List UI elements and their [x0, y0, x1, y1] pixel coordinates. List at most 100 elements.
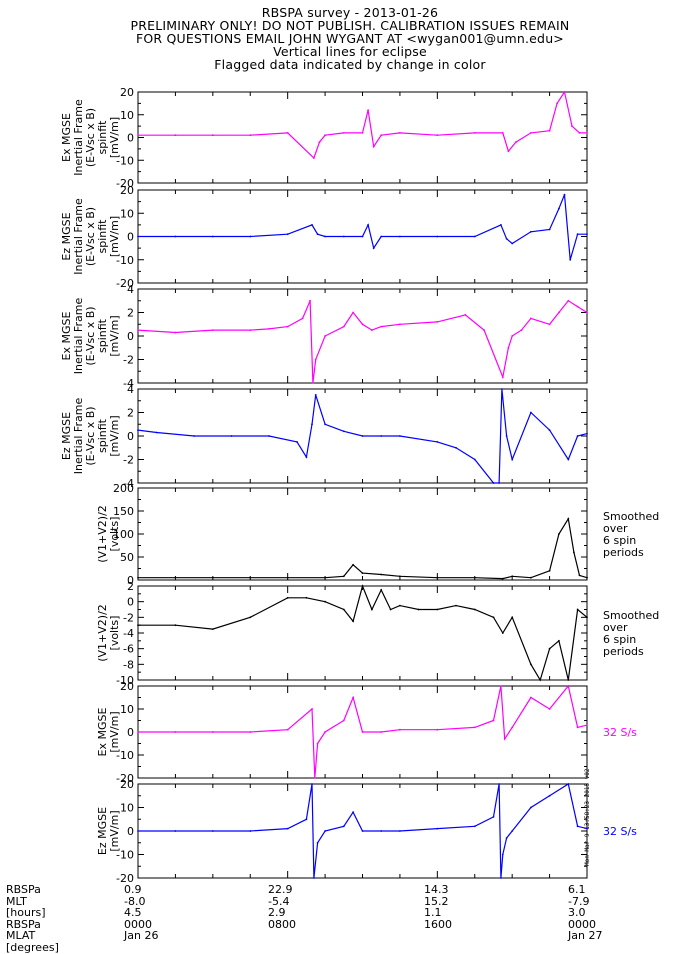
data-point — [586, 827, 588, 830]
y-tick-label: 0 — [127, 596, 134, 609]
data-point — [342, 608, 345, 611]
y-axis-label: spinfit — [96, 318, 109, 353]
data-point — [311, 224, 313, 226]
version-stamp: Mon Mar 9 13:58:23 2015 v02 — [584, 768, 591, 866]
data-point — [342, 575, 345, 578]
data-point — [520, 329, 523, 331]
data-point — [137, 134, 139, 137]
series-line — [138, 90, 587, 160]
data-point — [399, 575, 401, 578]
data-point — [352, 563, 354, 566]
footer-label: [hours] — [6, 906, 46, 920]
data-point — [372, 247, 375, 250]
title-line: RBSPA survey - 2013-01-26 — [261, 5, 439, 20]
data-point — [174, 830, 177, 832]
footer-value: 2.9 — [268, 906, 286, 920]
data-point — [361, 132, 364, 134]
data-point — [530, 411, 532, 414]
panel-frame — [137, 288, 588, 384]
panel-note: periods — [603, 546, 644, 559]
y-axis-label: spinfit — [96, 219, 109, 254]
data-point — [548, 647, 551, 650]
data-point — [436, 576, 439, 579]
data-point — [286, 233, 289, 236]
y-tick-label: -20 — [116, 177, 134, 190]
data-point — [324, 423, 326, 426]
data-point — [137, 624, 139, 627]
data-point — [500, 685, 502, 687]
series-line — [138, 517, 588, 580]
data-point — [361, 731, 364, 733]
y-axis-label: (E-Vsc x B) — [84, 306, 97, 365]
y-axis-label: spinfit — [96, 418, 109, 453]
data-point — [286, 827, 289, 830]
data-point — [576, 233, 579, 236]
data-point — [361, 235, 364, 238]
series-line — [138, 194, 587, 260]
data-point — [558, 533, 560, 535]
y-axis-label: Ex MGSE — [60, 113, 73, 162]
y-axis-label: Ex MGSE — [60, 311, 73, 360]
data-point — [473, 132, 476, 134]
y-tick-label: -10 — [116, 674, 134, 687]
data-point — [155, 431, 158, 434]
y-axis-label: [volts] — [108, 517, 121, 552]
data-point — [309, 299, 311, 302]
y-axis-label: Inertial Frame — [72, 198, 85, 275]
data-point — [567, 517, 570, 520]
footer-value: 1.1 — [424, 906, 442, 920]
data-point — [586, 724, 588, 726]
y-tick-label: -20 — [116, 872, 134, 885]
data-point — [342, 325, 345, 328]
data-point — [498, 482, 500, 484]
y-tick-label: 20 — [120, 680, 134, 693]
data-point — [473, 608, 476, 611]
data-point — [473, 458, 476, 461]
data-point — [305, 596, 308, 599]
panel-note: over — [603, 522, 628, 535]
data-point — [311, 783, 313, 785]
data-point — [380, 435, 383, 437]
data-point — [316, 742, 319, 745]
y-tick-label: -20 — [116, 277, 134, 290]
y-tick-label: -20 — [116, 772, 134, 785]
y-tick-label: 2 — [127, 580, 134, 593]
footer-value: 0000 — [568, 917, 596, 931]
data-point — [312, 382, 314, 384]
data-point — [530, 317, 532, 320]
title-line: FOR QUESTIONS EMAIL JOHN WYGANT AT <wyga… — [135, 31, 564, 46]
y-tick-label: -4 — [123, 377, 134, 390]
data-point — [586, 616, 588, 619]
footer-value: 15.2 — [424, 894, 449, 908]
y-tick-label: 4 — [127, 383, 134, 396]
y-axis-label: (E-Vsc x B) — [84, 108, 97, 167]
data-point — [286, 132, 289, 134]
panel-note: Smoothed — [603, 510, 659, 523]
panel-note: 6 spin — [603, 633, 636, 646]
panel-note: Smoothed — [603, 609, 659, 622]
data-point — [576, 305, 579, 308]
data-point — [367, 109, 369, 112]
data-point — [507, 150, 510, 153]
data-point — [567, 783, 570, 785]
footer-value: -5.4 — [268, 894, 290, 908]
data-point — [316, 841, 319, 844]
data-point — [399, 235, 401, 238]
data-point — [473, 726, 476, 729]
y-tick-label: 2 — [127, 307, 134, 320]
data-point — [558, 639, 560, 642]
data-point — [313, 877, 315, 879]
data-point — [314, 394, 317, 396]
footer-value: 1600 — [424, 917, 452, 931]
data-point — [342, 825, 345, 828]
data-point — [361, 830, 364, 832]
y-tick-label: 0 — [127, 726, 134, 739]
y-tick-label: -2 — [123, 611, 134, 624]
data-point — [311, 423, 313, 426]
data-point — [211, 134, 214, 137]
data-point — [249, 616, 252, 619]
data-point — [249, 830, 252, 832]
data-point — [473, 235, 476, 238]
data-point — [436, 134, 439, 137]
